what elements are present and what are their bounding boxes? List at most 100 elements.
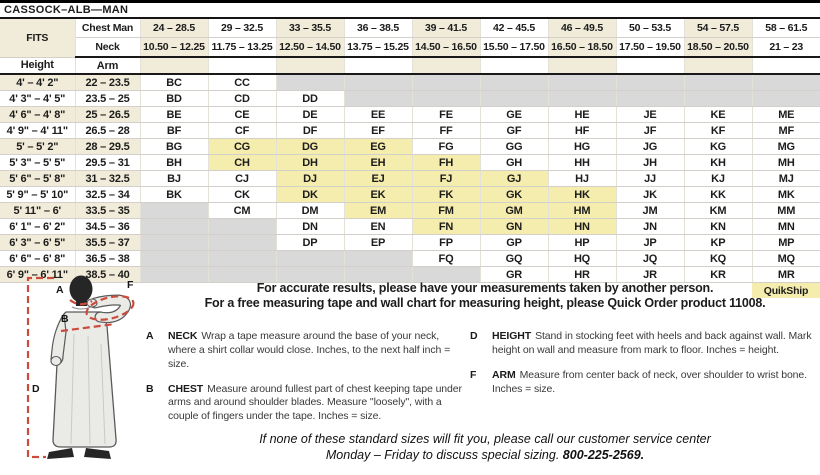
no-size-cell — [684, 90, 753, 107]
no-size-cell — [684, 74, 753, 91]
chest-measure-line — [60, 322, 116, 333]
size-code-quikship: EH — [344, 154, 413, 171]
size-code: KF — [684, 122, 753, 139]
size-code: KG — [684, 138, 753, 155]
instruction-text: Wrap a tape measure around the base of y… — [168, 330, 451, 370]
size-code-quikship: CG — [208, 138, 277, 155]
stripe-cell — [140, 57, 209, 75]
size-row: 4' 9" – 4' 11" 26.5 – 28 BF CF DF EF FF GF HF JF K… — [0, 122, 820, 139]
size-row: 4' 3" – 4' 5" 23.5 – 25 BD CD DD — [0, 90, 820, 107]
size-code: KE — [684, 106, 753, 123]
size-code: KN — [684, 218, 753, 235]
size-code: JK — [616, 186, 685, 203]
size-code: BG — [140, 138, 209, 155]
size-code-quikship: EG — [344, 138, 413, 155]
arm-col-label: Arm — [75, 57, 141, 75]
label-f: F — [127, 279, 134, 291]
no-size-cell — [412, 90, 481, 107]
size-code: EE — [344, 106, 413, 123]
size-code-quikship: EJ — [344, 170, 413, 187]
no-size-cell — [752, 90, 820, 107]
size-code: HR — [548, 266, 617, 283]
size-code: DE — [276, 106, 345, 123]
neck-range: 18.50 – 20.50 — [684, 37, 753, 58]
size-code: BE — [140, 106, 209, 123]
size-code: FP — [412, 234, 481, 251]
size-code: KP — [684, 234, 753, 251]
size-code-quikship: DH — [276, 154, 345, 171]
neck-range: 14.50 – 16.50 — [412, 37, 481, 58]
arm-range: 22 – 23.5 — [75, 74, 141, 91]
arm-range: 36.5 – 38 — [75, 250, 141, 267]
special-sizing-footer: If none of these standard sizes will fit… — [150, 432, 820, 463]
quikship-row-spacer — [0, 282, 752, 298]
size-code: GP — [480, 234, 549, 251]
instruction-term: ARM — [492, 368, 516, 381]
size-code: BC — [140, 74, 209, 91]
arm-range: 25 – 26.5 — [75, 106, 141, 123]
arm-measure-line — [85, 295, 135, 321]
footer-line1: If none of these standard sizes will fit… — [259, 432, 711, 446]
size-code: CD — [208, 90, 277, 107]
stripe-cell — [548, 57, 617, 75]
no-size-cell — [140, 250, 209, 267]
arm-range: 26.5 – 28 — [75, 122, 141, 139]
stripe-cell — [480, 57, 549, 75]
chest-range: 39 – 41.5 — [412, 19, 481, 38]
size-code: CJ — [208, 170, 277, 187]
label-a: A — [56, 284, 64, 296]
no-size-cell — [548, 90, 617, 107]
height-range: 4' 3" – 4' 5" — [0, 90, 76, 107]
height-range: 6' 3" – 6' 5" — [0, 234, 76, 251]
neck-range: 21 – 23 — [752, 37, 820, 58]
size-code: EF — [344, 122, 413, 139]
size-code: MP — [752, 234, 820, 251]
size-code: HE — [548, 106, 617, 123]
fits-label: FITS — [0, 19, 76, 58]
height-range: 5' 6" – 5' 8" — [0, 170, 76, 187]
no-size-cell — [140, 202, 209, 219]
size-code-quikship: GN — [480, 218, 549, 235]
size-code: JP — [616, 234, 685, 251]
stripe-cell — [208, 57, 277, 75]
size-code: GF — [480, 122, 549, 139]
instruction-arm: F ARM Measure from center back of neck, o… — [470, 369, 816, 397]
size-code-quikship: EM — [344, 202, 413, 219]
size-code: MF — [752, 122, 820, 139]
size-code-quikship: DK — [276, 186, 345, 203]
figure-letter-labels: A B D F — [32, 279, 134, 395]
neck-range: 12.50 – 14.50 — [276, 37, 345, 58]
instruction-term: NECK — [168, 330, 198, 342]
size-code-quikship: FJ — [412, 170, 481, 187]
instruction-letter: F — [470, 368, 477, 381]
height-range: 5' – 5' 2" — [0, 138, 76, 155]
neck-range: 17.50 – 19.50 — [616, 37, 685, 58]
no-size-cell — [276, 250, 345, 267]
size-row: 5' 6" – 5' 8" 31 – 32.5 BJ CJ DJ EJ FJ GJ HJ JJ KJ… — [0, 170, 820, 187]
instruction-term: HEIGHT — [492, 330, 532, 342]
size-code: MR — [752, 266, 820, 283]
size-code-quikship: HM — [548, 202, 617, 219]
size-code: MM — [752, 202, 820, 219]
stripe-cell — [412, 57, 481, 75]
neck-range: 13.75 – 15.25 — [344, 37, 413, 58]
no-size-cell — [140, 266, 209, 283]
quikship-badge: QuikShip — [752, 282, 820, 298]
size-code: JG — [616, 138, 685, 155]
size-code: JN — [616, 218, 685, 235]
arm-range: 29.5 – 31 — [75, 154, 141, 171]
size-row: 6' 6" – 6' 8" 36.5 – 38 FQ GQ HQ JQ KQ MQ — [0, 250, 820, 267]
instruction-height: D HEIGHT Stand in stocking feet with heel… — [470, 330, 816, 358]
size-code: BF — [140, 122, 209, 139]
height-range: 4' 9" – 4' 11" — [0, 122, 76, 139]
size-code: JJ — [616, 170, 685, 187]
arm-range: 32.5 – 34 — [75, 186, 141, 203]
no-size-cell — [412, 266, 481, 283]
size-code: DD — [276, 90, 345, 107]
arm-range: 33.5 – 35 — [75, 202, 141, 219]
stripe-cell — [276, 57, 345, 75]
no-size-cell — [616, 74, 685, 91]
size-code-quikship: GJ — [480, 170, 549, 187]
size-code: DP — [276, 234, 345, 251]
